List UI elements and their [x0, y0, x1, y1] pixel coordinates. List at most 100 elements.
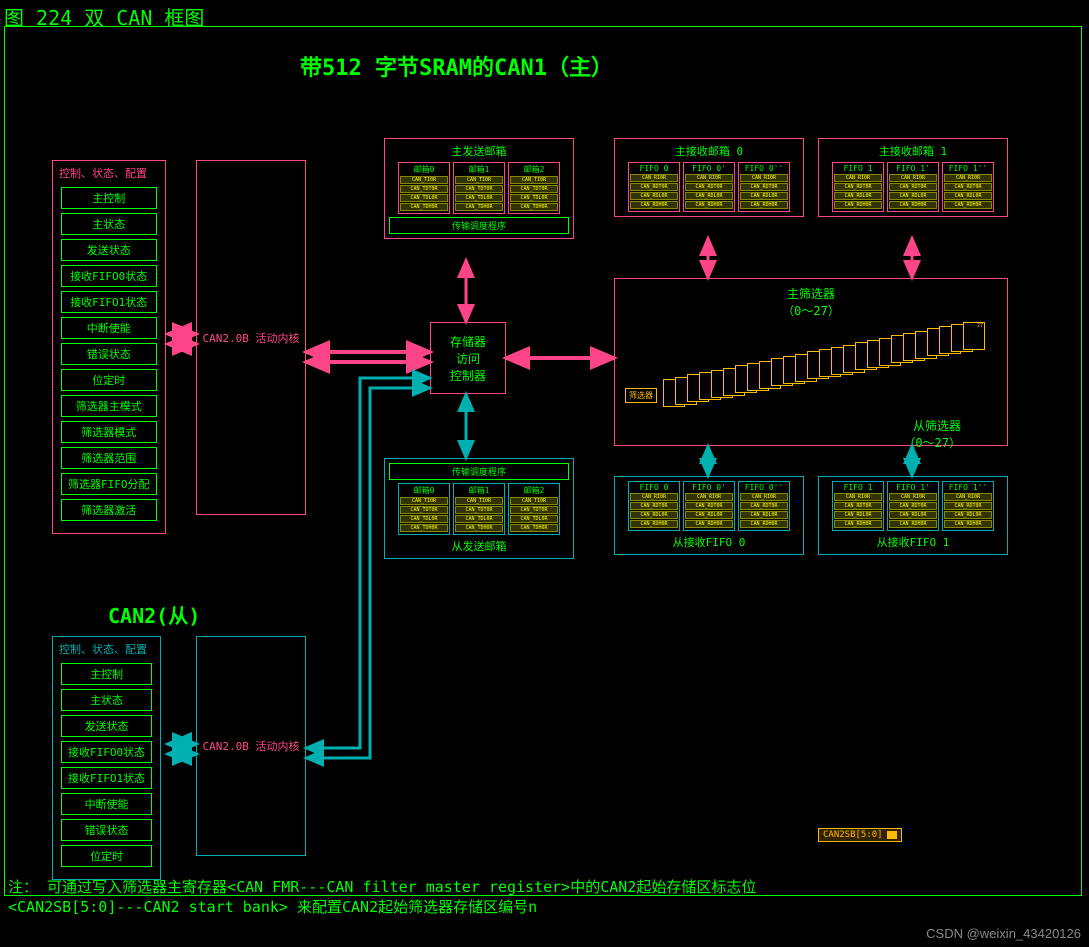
- ctrl-item: 位定时: [61, 369, 157, 391]
- register-field: CAN_RDL0R: [740, 192, 788, 200]
- ctrl-item: 筛选器FIFO分配: [61, 473, 157, 495]
- mailbox-cell-title: FIFO 0'': [740, 164, 788, 173]
- register-field: CAN_RI0R: [630, 493, 678, 501]
- can1-control-box: 控制、状态、配置 主控制主状态发送状态接收FIFO0状态接收FIFO1状态中断使…: [52, 160, 166, 534]
- ctrl-item: 筛选器范围: [61, 447, 157, 469]
- filter-bank-box: 主筛选器 （0～27） 筛选器 012345678n..............…: [614, 278, 1008, 446]
- register-field: CAN_RDT0R: [630, 502, 678, 510]
- filter-selector-label: 筛选器: [625, 388, 657, 403]
- register-field: CAN_RI0R: [685, 174, 733, 182]
- can2-control-box: 控制、状态、配置 主控制主状态发送状态接收FIFO0状态接收FIFO1状态中断使…: [52, 636, 161, 880]
- ctrl-title: 控制、状态、配置: [59, 641, 154, 657]
- mailbox-cell: FIFO 0'CAN_RI0RCAN_RDT0RCAN_RDL0RCAN_RDH…: [683, 162, 735, 212]
- mailbox-cell: FIFO 1CAN_RI0RCAN_RDT0RCAN_RDL0RCAN_RDH0…: [832, 481, 884, 531]
- register-field: CAN_RDH0R: [944, 520, 992, 528]
- core-label: CAN2.0B 活动内核: [203, 738, 300, 754]
- mailbox-cell-title: FIFO 0': [685, 164, 733, 173]
- ctrl-item: 错误状态: [61, 819, 152, 841]
- mac-line: 存储器: [450, 333, 486, 350]
- filter-slave-title: 从筛选器: [621, 417, 961, 434]
- mailbox-cell: FIFO 0''CAN_RI0RCAN_RDT0RCAN_RDL0RCAN_RD…: [738, 162, 790, 212]
- ctrl-item: 错误状态: [61, 343, 157, 365]
- sched-bar: 传输调度程序: [389, 463, 569, 480]
- ctrl-item: 筛选器模式: [61, 421, 157, 443]
- master-rx-mailbox-0: 主接收邮箱 0 FIFO 0CAN_RI0RCAN_RDT0RCAN_RDL0R…: [614, 138, 804, 217]
- register-field: CAN_TDL0R: [510, 515, 558, 523]
- ctrl-item: 接收FIFO1状态: [61, 291, 157, 313]
- register-field: CAN_RDL0R: [834, 192, 882, 200]
- register-field: CAN_RI0R: [740, 174, 788, 182]
- mailbox-cell: 邮箱2CAN_TI0RCAN_TDT0RCAN_TDL0RCAN_TDH0R: [508, 483, 560, 535]
- register-field: CAN_TDT0R: [400, 506, 448, 514]
- mailbox-cell-title: 邮箱1: [455, 485, 503, 496]
- mailbox-cell-title: 邮箱0: [400, 485, 448, 496]
- register-field: CAN_RDT0R: [685, 183, 733, 191]
- mbx-row: FIFO 0CAN_RI0RCAN_RDT0RCAN_RDL0RCAN_RDH0…: [619, 481, 799, 531]
- register-field: CAN_TDH0R: [400, 524, 448, 532]
- master-tx-mailbox: 主发送邮箱 邮箱0CAN_TI0RCAN_TDT0RCAN_TDL0RCAN_T…: [384, 138, 574, 239]
- ctrl-item: 接收FIFO1状态: [61, 767, 152, 789]
- register-field: CAN_RDL0R: [944, 511, 992, 519]
- mailbox-cell: 邮箱1CAN_TI0RCAN_TDT0RCAN_TDL0RCAN_TDH0R: [453, 162, 505, 214]
- register-field: CAN_TDT0R: [455, 506, 503, 514]
- can2-core: CAN2.0B 活动内核: [196, 636, 306, 856]
- register-field: CAN_RDH0R: [740, 520, 788, 528]
- filter-cascade: 筛选器 012345678n..................21222324…: [621, 327, 1001, 417]
- register-field: CAN_RDH0R: [740, 201, 788, 209]
- register-field: CAN_RDH0R: [834, 201, 882, 209]
- group-title: 主发送邮箱: [389, 143, 569, 159]
- mbx-row: 邮箱0CAN_TI0RCAN_TDT0RCAN_TDL0RCAN_TDH0R邮箱…: [389, 483, 569, 535]
- mailbox-cell-title: FIFO 1': [889, 483, 937, 492]
- register-field: CAN_TDL0R: [400, 194, 448, 202]
- register-field: CAN_RDT0R: [944, 183, 992, 191]
- mailbox-cell: FIFO 1''CAN_RI0RCAN_RDT0RCAN_RDL0RCAN_RD…: [942, 162, 994, 212]
- ctrl-item: 筛选器主模式: [61, 395, 157, 417]
- mailbox-cell: FIFO 1''CAN_RI0RCAN_RDT0RCAN_RDL0RCAN_RD…: [942, 481, 994, 531]
- register-field: CAN_RDT0R: [740, 502, 788, 510]
- register-field: CAN_TDH0R: [455, 524, 503, 532]
- mbx-row: FIFO 1CAN_RI0RCAN_RDT0RCAN_RDL0RCAN_RDH0…: [823, 162, 1003, 212]
- group-title: 从接收FIFO 0: [619, 534, 799, 550]
- register-field: CAN_RDH0R: [630, 201, 678, 209]
- mailbox-cell: FIFO 1'CAN_RI0RCAN_RDT0RCAN_RDL0RCAN_RDH…: [887, 162, 939, 212]
- register-field: CAN_RI0R: [944, 174, 992, 182]
- mailbox-cell-title: 邮箱1: [455, 164, 503, 175]
- filter-slave-range: （0～27）: [621, 434, 961, 451]
- register-field: CAN_RDL0R: [685, 511, 733, 519]
- register-field: CAN_RDL0R: [630, 511, 678, 519]
- mbx-row: 邮箱0CAN_TI0RCAN_TDT0RCAN_TDL0RCAN_TDH0R邮箱…: [389, 162, 569, 214]
- register-field: CAN_RDH0R: [944, 201, 992, 209]
- mailbox-cell-title: FIFO 1': [889, 164, 937, 173]
- mailbox-cell: 邮箱2CAN_TI0RCAN_TDT0RCAN_TDL0RCAN_TDH0R: [508, 162, 560, 214]
- register-field: CAN_TDL0R: [455, 515, 503, 523]
- register-field: CAN_RDL0R: [944, 192, 992, 200]
- mailbox-cell: FIFO 0'CAN_RI0RCAN_RDT0RCAN_RDL0RCAN_RDH…: [683, 481, 735, 531]
- register-field: CAN_RDT0R: [944, 502, 992, 510]
- group-title: 主接收邮箱 1: [823, 143, 1003, 159]
- mailbox-cell: FIFO 0CAN_RI0RCAN_RDT0RCAN_RDL0RCAN_RDH0…: [628, 162, 680, 212]
- filter-bank-card: 27: [963, 322, 985, 350]
- mailbox-cell: FIFO 1'CAN_RI0RCAN_RDT0RCAN_RDL0RCAN_RDH…: [887, 481, 939, 531]
- mailbox-cell-title: FIFO 1: [834, 164, 882, 173]
- ctrl-item: 主状态: [61, 213, 157, 235]
- group-title: 从发送邮箱: [389, 538, 569, 554]
- register-field: CAN_RDT0R: [889, 183, 937, 191]
- register-field: CAN_TI0R: [510, 497, 558, 505]
- mailbox-cell-title: 邮箱2: [510, 485, 558, 496]
- register-field: CAN_RI0R: [889, 174, 937, 182]
- mailbox-cell-title: FIFO 1'': [944, 164, 992, 173]
- mailbox-cell-title: FIFO 0': [685, 483, 733, 492]
- ctrl-item: 主状态: [61, 689, 152, 711]
- can1-core: CAN2.0B 活动内核: [196, 160, 306, 515]
- footnote-line: 注： 可通过写入筛选器主寄存器<CAN_FMR---CAN filter mas…: [8, 878, 1068, 898]
- mailbox-cell-title: FIFO 0: [630, 483, 678, 492]
- filter-master-title: 主筛选器: [621, 285, 1001, 302]
- register-field: CAN_RDH0R: [685, 201, 733, 209]
- memory-access-controller: 存储器 访问 控制器: [430, 322, 506, 394]
- footnote-line: <CAN2SB[5:0]---CAN2 start bank> 来配置CAN2起…: [8, 898, 1068, 918]
- mbx-row: FIFO 0CAN_RI0RCAN_RDT0RCAN_RDL0RCAN_RDH0…: [619, 162, 799, 212]
- register-field: CAN_RDL0R: [740, 511, 788, 519]
- mailbox-cell: FIFO 1CAN_RI0RCAN_RDT0RCAN_RDL0RCAN_RDH0…: [832, 162, 884, 212]
- mailbox-cell: 邮箱0CAN_TI0RCAN_TDT0RCAN_TDL0RCAN_TDH0R: [398, 483, 450, 535]
- slave-tx-mailbox: 传输调度程序 邮箱0CAN_TI0RCAN_TDT0RCAN_TDL0RCAN_…: [384, 458, 574, 559]
